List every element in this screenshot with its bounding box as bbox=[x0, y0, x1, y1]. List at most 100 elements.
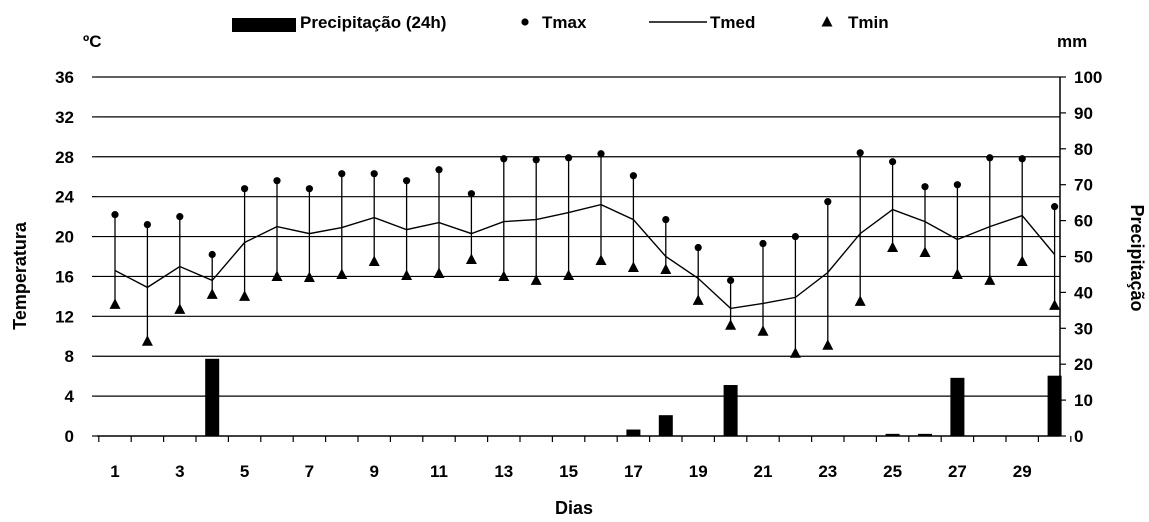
temperature-range-lines bbox=[114, 152, 1056, 354]
tmax-point bbox=[500, 155, 508, 163]
tmin-point bbox=[206, 288, 218, 299]
tmax-point bbox=[241, 185, 249, 193]
tmax-point bbox=[662, 216, 670, 224]
x-tick-label: 15 bbox=[559, 462, 578, 481]
tmax-point bbox=[694, 243, 702, 252]
tmin-point bbox=[368, 255, 380, 266]
tmin-point bbox=[271, 270, 283, 281]
tmin-point bbox=[498, 270, 510, 281]
tmin-point bbox=[109, 298, 121, 309]
tmin-point bbox=[141, 335, 153, 346]
y-right-tick-label: 100 bbox=[1074, 68, 1102, 87]
axes bbox=[92, 76, 1072, 442]
tmin-point bbox=[725, 319, 737, 330]
tmin-point bbox=[919, 246, 931, 258]
legend-precip-swatch bbox=[232, 18, 296, 32]
tmax-point bbox=[597, 150, 605, 158]
tmax-point bbox=[273, 177, 281, 185]
precip-bar bbox=[205, 358, 220, 436]
precipitation-bars bbox=[205, 358, 1062, 436]
y-right-tick-label: 20 bbox=[1074, 355, 1093, 374]
y-right-tick-label: 40 bbox=[1074, 283, 1093, 302]
tmin-point bbox=[563, 269, 575, 280]
y-right-tick-label: 50 bbox=[1074, 248, 1093, 267]
tmed-line bbox=[114, 203, 1056, 310]
tmed-series-line bbox=[114, 203, 1056, 310]
tmax-points bbox=[111, 149, 1059, 285]
tmin-point bbox=[854, 295, 866, 306]
tmax-point bbox=[403, 177, 411, 185]
tmin-point bbox=[660, 263, 672, 274]
legend: Precipitação (24h) Tmax Tmed Tmin bbox=[232, 13, 889, 32]
tmax-point bbox=[824, 198, 832, 206]
y-right-tick-label: 10 bbox=[1074, 391, 1093, 410]
x-tick-label: 3 bbox=[175, 462, 184, 481]
y-axis-title-left: Temperatura bbox=[10, 221, 30, 330]
x-tick-label: 5 bbox=[240, 462, 249, 481]
y-left-tick-label: 12 bbox=[55, 307, 74, 326]
tmax-point bbox=[467, 190, 475, 198]
tmin-point bbox=[1049, 299, 1061, 310]
y-left-tick-label: 20 bbox=[55, 228, 74, 247]
x-tick-label: 17 bbox=[624, 462, 643, 481]
left-axis-unit: ºC bbox=[83, 32, 102, 51]
precip-bar bbox=[723, 385, 738, 436]
tmin-point bbox=[984, 274, 996, 285]
tmax-point bbox=[565, 154, 573, 162]
y-axis-title-right: Precipitação bbox=[1127, 204, 1147, 311]
tmin-point bbox=[822, 339, 834, 350]
y-left-tick-label: 32 bbox=[55, 108, 74, 127]
tmax-point bbox=[889, 158, 897, 166]
tmax-point bbox=[143, 220, 151, 229]
precip-bar bbox=[658, 415, 673, 436]
tmax-point bbox=[370, 170, 378, 178]
x-tick-label: 21 bbox=[754, 462, 773, 481]
tmax-point bbox=[629, 172, 638, 180]
y-left-tick-label: 16 bbox=[55, 267, 74, 286]
x-tick-label: 23 bbox=[818, 462, 837, 481]
y-left-tick-label: 28 bbox=[55, 148, 74, 167]
x-axis-title: Dias bbox=[555, 498, 593, 518]
tmax-point bbox=[532, 156, 540, 164]
tmax-point bbox=[856, 149, 864, 157]
tmin-point bbox=[887, 241, 899, 253]
legend-tmed-label: Tmed bbox=[710, 13, 755, 32]
tmax-point bbox=[338, 170, 346, 178]
tmax-point bbox=[208, 250, 216, 259]
tmin-point bbox=[401, 269, 413, 280]
precip-bar bbox=[950, 377, 965, 436]
legend-tmax-label: Tmax bbox=[542, 13, 587, 32]
tmin-point bbox=[789, 347, 801, 358]
y-left-tick-label: 0 bbox=[65, 427, 74, 446]
tmin-point bbox=[174, 303, 186, 314]
y-right-tick-label: 70 bbox=[1074, 176, 1093, 195]
x-tick-label: 13 bbox=[494, 462, 513, 481]
precip-bar bbox=[626, 429, 641, 436]
y-left-tick-label: 8 bbox=[65, 347, 74, 366]
tmin-point bbox=[336, 268, 348, 279]
precip-bar bbox=[885, 433, 900, 436]
tmin-point bbox=[303, 271, 315, 282]
tmax-point bbox=[1051, 203, 1059, 211]
legend-tmin-label: Tmin bbox=[848, 13, 889, 32]
y-right-tick-label: 80 bbox=[1074, 140, 1093, 159]
tmax-point bbox=[759, 239, 767, 248]
x-tick-label: 11 bbox=[430, 462, 448, 481]
precip-bar bbox=[1047, 375, 1062, 436]
tmax-point bbox=[953, 181, 962, 189]
tmin-point bbox=[239, 290, 251, 301]
tmax-point bbox=[921, 183, 929, 191]
tmin-point bbox=[757, 325, 769, 336]
legend-precip-label: Precipitação (24h) bbox=[300, 13, 446, 32]
right-axis-unit: mm bbox=[1057, 32, 1087, 51]
precip-bar bbox=[918, 433, 932, 436]
tmin-point bbox=[1016, 255, 1028, 266]
tick-labels: 1 3 5 7 9 11 13 15 17 19 21 23 25 27 29048121620242832… bbox=[55, 68, 1102, 481]
gridlines bbox=[97, 76, 1060, 397]
x-tick-label: 29 bbox=[1013, 462, 1032, 481]
y-left-tick-label: 4 bbox=[65, 387, 75, 406]
legend-tmax-marker bbox=[521, 18, 529, 26]
tmax-point bbox=[176, 213, 184, 221]
y-right-tick-label: 60 bbox=[1074, 212, 1093, 231]
y-right-tick-label: 90 bbox=[1074, 104, 1093, 123]
